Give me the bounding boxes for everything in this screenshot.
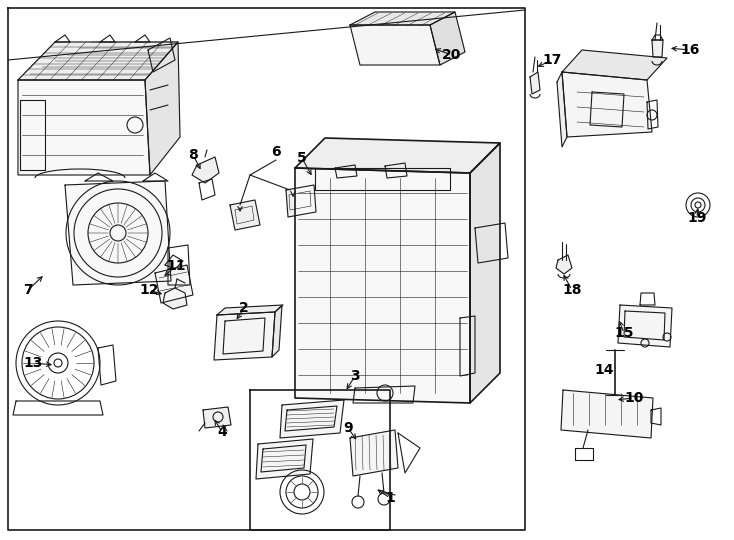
Text: 5: 5	[297, 151, 307, 165]
Text: 18: 18	[562, 283, 582, 297]
Text: 8: 8	[188, 148, 198, 162]
Polygon shape	[280, 400, 344, 438]
Text: 15: 15	[614, 326, 633, 340]
Polygon shape	[561, 390, 653, 438]
Text: 6: 6	[271, 145, 281, 159]
Polygon shape	[295, 138, 500, 173]
Polygon shape	[562, 72, 652, 137]
Text: 1: 1	[385, 491, 395, 505]
Text: 20: 20	[443, 48, 462, 62]
Text: 14: 14	[595, 363, 614, 377]
Polygon shape	[192, 157, 219, 183]
Polygon shape	[18, 42, 178, 80]
Text: 7: 7	[23, 283, 33, 297]
Polygon shape	[470, 143, 500, 403]
Polygon shape	[618, 305, 672, 347]
Polygon shape	[295, 168, 470, 403]
Text: 3: 3	[350, 369, 360, 383]
Polygon shape	[18, 80, 150, 175]
Polygon shape	[530, 72, 540, 94]
Text: 12: 12	[139, 283, 159, 297]
Text: 10: 10	[625, 391, 644, 405]
Text: 2: 2	[239, 301, 249, 315]
Polygon shape	[155, 265, 193, 303]
Polygon shape	[350, 12, 455, 25]
Polygon shape	[145, 42, 180, 175]
Polygon shape	[350, 25, 440, 65]
Polygon shape	[430, 12, 465, 65]
Text: 16: 16	[680, 43, 700, 57]
Polygon shape	[286, 185, 316, 217]
Polygon shape	[350, 430, 398, 476]
Text: 19: 19	[687, 211, 707, 225]
Text: 17: 17	[542, 53, 562, 67]
Polygon shape	[203, 407, 231, 428]
Polygon shape	[557, 72, 567, 147]
Polygon shape	[65, 181, 171, 285]
Text: 13: 13	[23, 356, 43, 370]
Polygon shape	[256, 439, 313, 479]
Polygon shape	[230, 200, 260, 230]
Polygon shape	[217, 305, 283, 315]
Polygon shape	[214, 312, 275, 360]
Text: 11: 11	[166, 259, 186, 273]
Polygon shape	[562, 50, 667, 80]
Polygon shape	[556, 255, 572, 274]
Polygon shape	[163, 288, 187, 309]
Polygon shape	[652, 40, 663, 57]
Text: 4: 4	[217, 425, 227, 439]
Text: 9: 9	[344, 421, 353, 435]
Polygon shape	[272, 305, 282, 357]
